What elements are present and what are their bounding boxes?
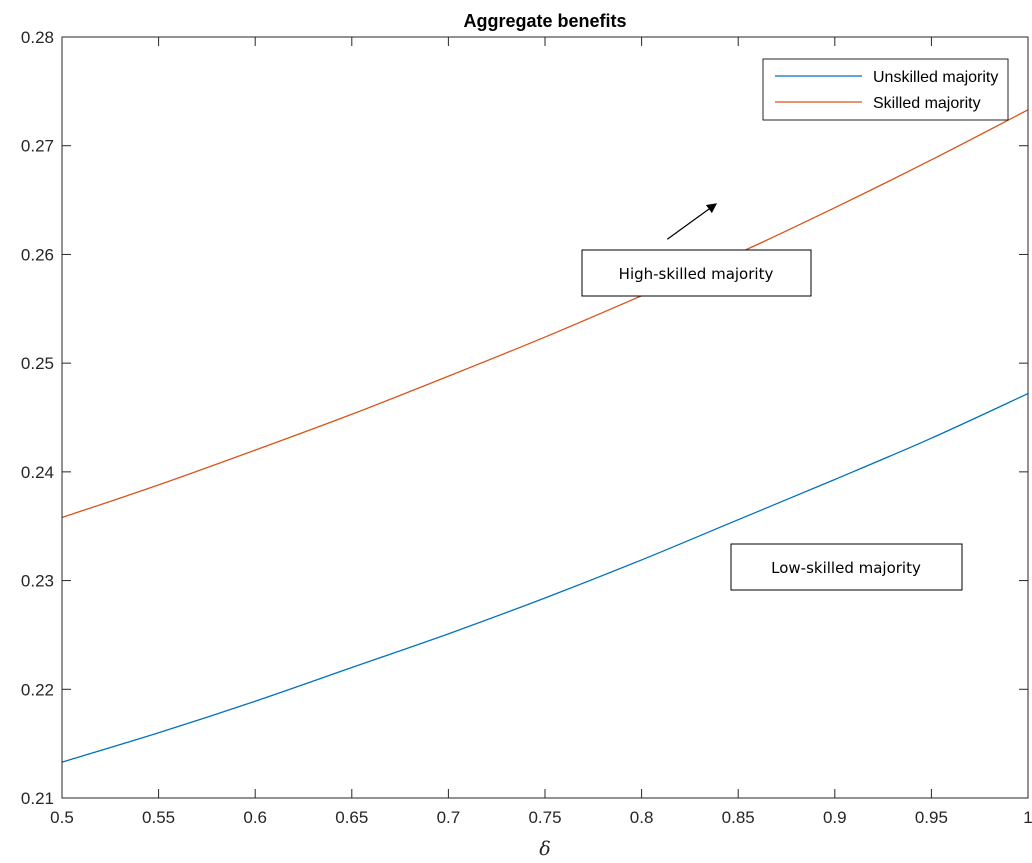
x-tick-label: 0.6 <box>243 808 267 827</box>
y-tick-label: 0.22 <box>21 680 54 699</box>
x-tick-label: 0.95 <box>915 808 948 827</box>
annotation-text-high-skilled: High-skilled majority <box>619 265 774 283</box>
series-layer <box>61 109 1029 763</box>
annotation-box-high-skilled <box>581 249 812 297</box>
y-tick-label: 0.25 <box>21 354 54 373</box>
y-tick-label: 0.23 <box>21 572 54 591</box>
x-tick-label: 1 <box>1023 808 1032 827</box>
y-tick-label: 0.24 <box>21 463 54 482</box>
ticks-layer: 0.5 0.55 0.6 0.65 0.7 0.75 0.8 0.85 0.9 0.95 1 0.21… <box>21 28 1032 827</box>
annotation-high-skilled: High-skilled majority <box>581 203 812 297</box>
annotation-text-low-skilled: Low-skilled majority <box>771 559 921 577</box>
x-tick-label: 0.85 <box>722 808 755 827</box>
legend-box <box>762 58 1009 121</box>
legend-label-unskilled: Unskilled majority <box>873 69 998 86</box>
annotation-arrow <box>666 203 718 240</box>
x-tick-label: 0.65 <box>335 808 368 827</box>
annotation-low-skilled: Low-skilled majority <box>730 543 963 591</box>
y-tick-label: 0.28 <box>21 28 54 47</box>
legend-label-skilled: Skilled majority <box>873 95 981 112</box>
x-tick-label: 0.7 <box>437 808 461 827</box>
y-tick-label: 0.26 <box>21 245 54 264</box>
y-tick-label: 0.21 <box>21 789 54 808</box>
x-tick-label: 0.75 <box>528 808 561 827</box>
chart-title: Aggregate benefits <box>463 11 626 31</box>
x-tick-label: 0.5 <box>50 808 74 827</box>
annotation-box-low-skilled <box>730 543 963 591</box>
x-axis-label: δ <box>539 838 550 860</box>
x-tick-label: 0.9 <box>823 808 847 827</box>
series-line-skilled <box>61 109 1029 519</box>
x-tick-label: 0.55 <box>142 808 175 827</box>
legend: Unskilled majority Skilled majority <box>762 58 1009 121</box>
x-tick-label: 0.8 <box>630 808 654 827</box>
series-line-unskilled <box>61 392 1029 763</box>
y-tick-label: 0.27 <box>21 137 54 156</box>
plot-background <box>62 37 1028 798</box>
